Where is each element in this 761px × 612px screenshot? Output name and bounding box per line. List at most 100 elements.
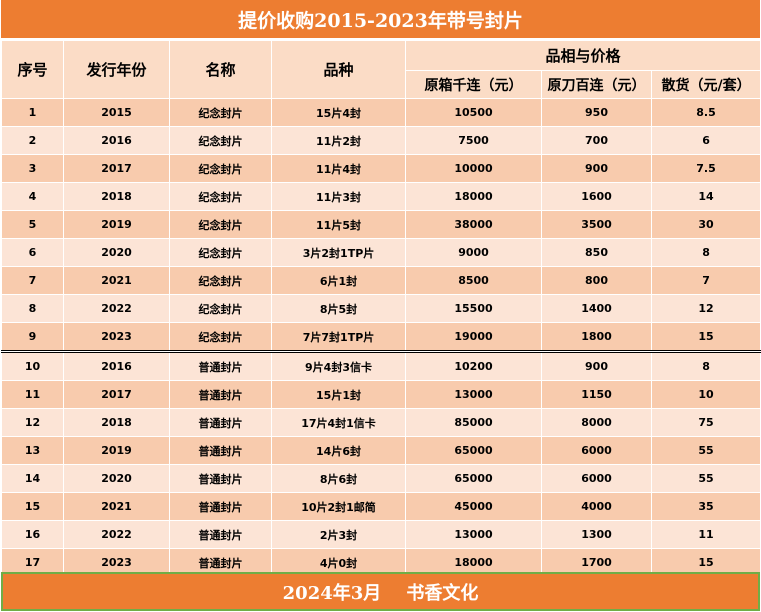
- cell-seq: 1: [1, 98, 64, 127]
- cell-name: 普通封片: [169, 408, 272, 437]
- cell-loose: 8.5: [650, 98, 761, 127]
- cell-year: 2020: [63, 464, 170, 493]
- footer-banner: 2024年3月 书香文化: [1, 572, 760, 611]
- table-row: 15 2021 普通封片 10片2封1邮简 45000 4000 35: [1, 492, 761, 521]
- cell-knife: 1800: [541, 322, 652, 352]
- cell-box: 85000: [405, 408, 542, 437]
- cell-year: 2021: [63, 492, 170, 521]
- cell-box: 13000: [405, 520, 542, 549]
- cell-box: 19000: [405, 322, 542, 352]
- cell-seq: 10: [1, 350, 64, 381]
- col-group-header-price: 品相与价格: [404, 40, 761, 71]
- cell-variety: 11片5封: [271, 210, 406, 239]
- cell-loose: 14: [650, 182, 761, 211]
- cell-variety: 14片6封: [271, 436, 406, 465]
- cell-knife: 1400: [541, 294, 652, 323]
- cell-seq: 13: [1, 436, 64, 465]
- cell-seq: 6: [1, 238, 64, 267]
- cell-variety: 9片4封3信卡: [271, 350, 406, 381]
- cell-seq: 15: [1, 492, 64, 521]
- cell-year: 2017: [63, 154, 170, 183]
- cell-name: 纪念封片: [169, 294, 272, 323]
- cell-year: 2019: [63, 436, 170, 465]
- cell-year: 2016: [63, 126, 170, 155]
- cell-box: 45000: [405, 492, 542, 521]
- cell-loose: 10: [650, 380, 761, 409]
- cell-name: 纪念封片: [169, 210, 272, 239]
- cell-year: 2022: [63, 294, 170, 323]
- table-row: 1 2015 纪念封片 15片4封 10500 950 8.5: [1, 98, 761, 127]
- cell-loose: 35: [650, 492, 761, 521]
- cell-year: 2016: [63, 350, 170, 381]
- cell-box: 65000: [405, 436, 542, 465]
- cell-seq: 14: [1, 464, 64, 493]
- cell-box: 15500: [405, 294, 542, 323]
- cell-name: 普通封片: [169, 520, 272, 549]
- cell-seq: 12: [1, 408, 64, 437]
- cell-knife: 6000: [541, 464, 652, 493]
- cell-loose: 15: [650, 322, 761, 352]
- cell-variety: 2片3封: [271, 520, 406, 549]
- table-row: 3 2017 纪念封片 11片4封 10000 900 7.5: [1, 154, 761, 183]
- cell-loose: 12: [650, 294, 761, 323]
- table-row: 10 2016 普通封片 9片4封3信卡 10200 900 8: [1, 350, 761, 381]
- cell-year: 2015: [63, 98, 170, 127]
- cell-variety: 8片6封: [271, 464, 406, 493]
- cell-seq: 2: [1, 126, 64, 155]
- cell-year: 2018: [63, 182, 170, 211]
- header-row: 序号 发行年份 名称 品种 品相与价格: [1, 40, 761, 99]
- cell-seq: 8: [1, 294, 64, 323]
- col-header-name: 名称: [169, 40, 272, 99]
- col-header-seq: 序号: [1, 40, 64, 99]
- cell-knife: 850: [541, 238, 652, 267]
- cell-year: 2017: [63, 380, 170, 409]
- cell-year: 2022: [63, 520, 170, 549]
- cell-loose: 7.5: [650, 154, 761, 183]
- cell-knife: 900: [541, 350, 652, 381]
- table-row: 7 2021 纪念封片 6片1封 8500 800 7: [1, 266, 761, 295]
- cell-loose: 55: [650, 464, 761, 493]
- cell-year: 2018: [63, 408, 170, 437]
- cell-knife: 700: [541, 126, 652, 155]
- cell-box: 7500: [405, 126, 542, 155]
- table-row: 13 2019 普通封片 14片6封 65000 6000 55: [1, 436, 761, 465]
- cell-box: 10500: [405, 98, 542, 127]
- table-row: 12 2018 普通封片 17片4封1信卡 85000 8000 75: [1, 408, 761, 437]
- cell-variety: 11片3封: [271, 182, 406, 211]
- cell-variety: 11片4封: [271, 154, 406, 183]
- cell-variety: 15片1封: [271, 380, 406, 409]
- table-row: 14 2020 普通封片 8片6封 65000 6000 55: [1, 464, 761, 493]
- cell-loose: 6: [650, 126, 761, 155]
- cell-knife: 3500: [541, 210, 652, 239]
- cell-name: 纪念封片: [169, 126, 272, 155]
- subheader-row: 原箱千连（元） 原刀百连（元） 散货（元/套）: [2, 70, 761, 99]
- cell-box: 10200: [405, 350, 542, 381]
- cell-year: 2021: [63, 266, 170, 295]
- col-header-box: 原箱千连（元）: [405, 70, 542, 99]
- cell-name: 纪念封片: [169, 98, 272, 127]
- cell-seq: 16: [1, 520, 64, 549]
- cell-knife: 1150: [541, 380, 652, 409]
- table-body: 1 2015 纪念封片 15片4封 10500 950 8.5 2 2016 纪念封片 11片2封 7…: [1, 98, 761, 577]
- cell-seq: 7: [1, 266, 64, 295]
- cell-name: 普通封片: [169, 350, 272, 381]
- cell-year: 2019: [63, 210, 170, 239]
- page-title: 提价收购2015-2023年带号封片: [1, 0, 760, 40]
- table-row: 8 2022 纪念封片 8片5封 15500 1400 12: [1, 294, 761, 323]
- col-header-knife: 原刀百连（元）: [541, 70, 652, 99]
- cell-variety: 6片1封: [271, 266, 406, 295]
- cell-loose: 7: [650, 266, 761, 295]
- cell-seq: 3: [1, 154, 64, 183]
- cell-box: 38000: [405, 210, 542, 239]
- cell-box: 8500: [405, 266, 542, 295]
- cell-year: 2020: [63, 238, 170, 267]
- table-row: 2 2016 纪念封片 11片2封 7500 700 6: [1, 126, 761, 155]
- cell-year: 2023: [63, 322, 170, 352]
- table-row: 6 2020 纪念封片 3片2封1TP片 9000 850 8: [1, 238, 761, 267]
- cell-knife: 4000: [541, 492, 652, 521]
- cell-variety: 10片2封1邮简: [271, 492, 406, 521]
- cell-name: 纪念封片: [169, 322, 272, 352]
- cell-name: 普通封片: [169, 492, 272, 521]
- cell-seq: 11: [1, 380, 64, 409]
- cell-variety: 3片2封1TP片: [271, 238, 406, 267]
